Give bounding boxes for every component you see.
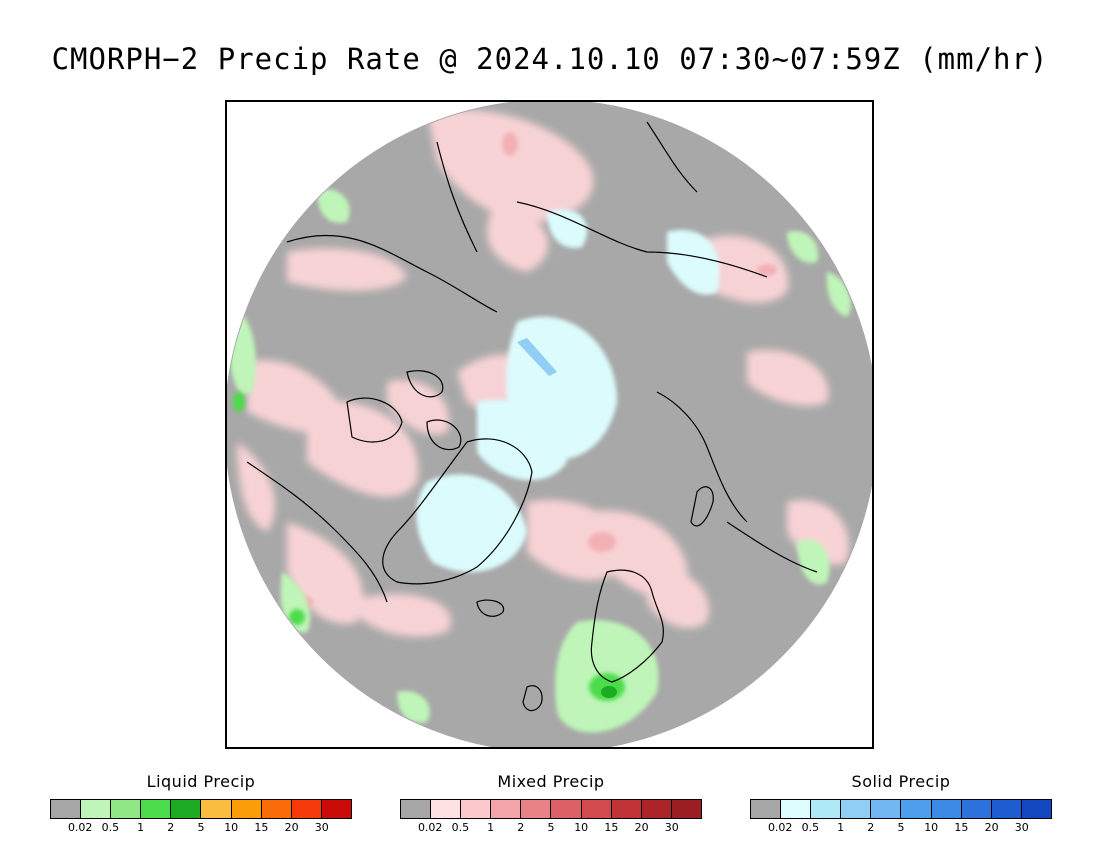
legend-tick-label: 0.5: [451, 821, 470, 834]
legend-swatch: [291, 800, 322, 818]
legend-swatch: [261, 800, 292, 818]
legend-swatch: [201, 800, 232, 818]
legend-swatch: [961, 800, 992, 818]
legend-swatch: [931, 800, 962, 818]
legend-tick-label: 30: [314, 821, 329, 834]
legend-tick-labels: 0.02 0.5 1 2 5 10 15 20 30: [400, 821, 702, 835]
legend-tick-label: 10: [224, 821, 239, 834]
legend-swatch: [491, 800, 522, 818]
legend-swatch: [231, 800, 262, 818]
legend-swatch: [521, 800, 552, 818]
legend-swatch: [51, 800, 82, 818]
legend-tick-label: 1: [837, 821, 845, 834]
legend-swatch: [401, 800, 432, 818]
precip-field: [227, 109, 851, 733]
legend-tick-label: 0.02: [417, 821, 443, 834]
legend-tick-label: 15: [254, 821, 269, 834]
legend-swatch: [811, 800, 842, 818]
legend-tick-labels: 0.02 0.5 1 2 5 10 15 20 30: [50, 821, 352, 835]
legend-tick-label: 0.02: [67, 821, 93, 834]
legend-title: Liquid Precip: [146, 772, 256, 791]
legend-tick-label: 0.02: [767, 821, 793, 834]
legend-swatch: [461, 800, 492, 818]
legend-tick-label: 5: [197, 821, 205, 834]
legend-swatch: [1021, 800, 1051, 818]
legend-tick-label: 0.5: [801, 821, 820, 834]
legend-tick-label: 0.5: [101, 821, 120, 834]
legend-swatch: [581, 800, 612, 818]
legend-tick-label: 15: [954, 821, 969, 834]
legend-tick-label: 10: [924, 821, 939, 834]
polar-map: [225, 100, 874, 749]
legend-tick-labels: 0.02 0.5 1 2 5 10 15 20 30: [750, 821, 1052, 835]
legend-swatch: [81, 800, 112, 818]
legend-swatch: [751, 800, 782, 818]
legend-tick-label: 5: [547, 821, 555, 834]
legend-tick-label: 5: [897, 821, 905, 834]
legend-tick-label: 2: [167, 821, 175, 834]
legend-title: Solid Precip: [851, 772, 951, 791]
chart-title: CMORPH−2 Precip Rate @ 2024.10.10 07:30~…: [51, 42, 1049, 76]
legend-swatch: [551, 800, 582, 818]
legend-tick-label: 2: [867, 821, 875, 834]
legend-colorbar: [750, 799, 1052, 819]
coastlines: [246, 121, 818, 712]
legend-tick-label: 20: [984, 821, 999, 834]
legend-tick-label: 1: [487, 821, 495, 834]
liquid-precip-heaviest: [601, 686, 617, 698]
legend-swatch: [641, 800, 672, 818]
legend-tick-label: 2: [517, 821, 525, 834]
legend-swatch: [431, 800, 462, 818]
legend-tick-label: 20: [634, 821, 649, 834]
legend-colorbar: [50, 799, 352, 819]
legend-swatch: [171, 800, 202, 818]
legend-swatch: [781, 800, 812, 818]
legend-colorbar: [400, 799, 702, 819]
legend-tick-label: 20: [284, 821, 299, 834]
legend-tick-label: 15: [604, 821, 619, 834]
solid-precip-heavier: [517, 338, 557, 376]
legend-swatch: [671, 800, 701, 818]
legend-swatch: [141, 800, 172, 818]
legend-tick-label: 1: [137, 821, 145, 834]
legend-tick-label: 30: [664, 821, 679, 834]
legend-swatch: [111, 800, 142, 818]
legend-liquid-precip: Liquid Precip 0.02 0.5 1 2 5 10 15 20 30: [50, 772, 352, 835]
legend-swatch: [841, 800, 872, 818]
legend-tick-label: 30: [1014, 821, 1029, 834]
legend-tick-label: 10: [574, 821, 589, 834]
legend-swatch: [871, 800, 902, 818]
legend-mixed-precip: Mixed Precip 0.02 0.5 1 2 5 10 15 20 30: [400, 772, 702, 835]
legend-swatch: [611, 800, 642, 818]
legend-swatch: [991, 800, 1022, 818]
legend-title: Mixed Precip: [497, 772, 605, 791]
legend-solid-precip: Solid Precip 0.02 0.5 1 2 5 10 15 20 30: [750, 772, 1052, 835]
legend-swatch: [901, 800, 932, 818]
legend-swatch: [321, 800, 351, 818]
map-svg: [227, 102, 872, 747]
